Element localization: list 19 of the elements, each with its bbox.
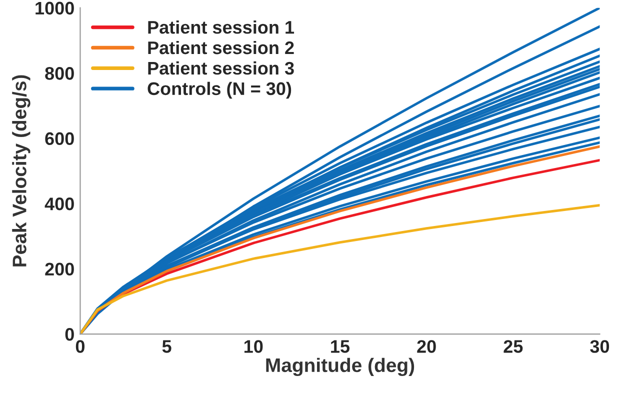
x-axis-title: Magnitude (deg) [266, 358, 414, 376]
legend-label: Controls (N = 30) [148, 82, 292, 99]
x-tick-label: 10 [244, 340, 263, 353]
y-tick-label: 800 [45, 67, 74, 80]
y-tick-label: 200 [45, 262, 74, 276]
legend-label: Patient session 1 [148, 20, 294, 34]
y-tick-label: 0 [65, 328, 74, 341]
y-tick-label: 400 [44, 198, 74, 210]
x-tick-label: 20 [417, 340, 436, 353]
x-tick-label: 15 [331, 340, 350, 353]
y-tick-label: 1000 [36, 2, 74, 15]
y-axis-title: Peak Velocity (deg/s) [12, 75, 30, 266]
legend-label: Patient session 2 [148, 40, 294, 54]
y-tick-label: 600 [45, 132, 74, 146]
x-tick-label: 0 [76, 340, 84, 353]
legend-label: Patient session 3 [148, 61, 294, 75]
x-tick-label: 5 [162, 340, 172, 353]
x-tick-label: 30 [590, 340, 610, 353]
x-tick-label: 25 [504, 340, 523, 353]
